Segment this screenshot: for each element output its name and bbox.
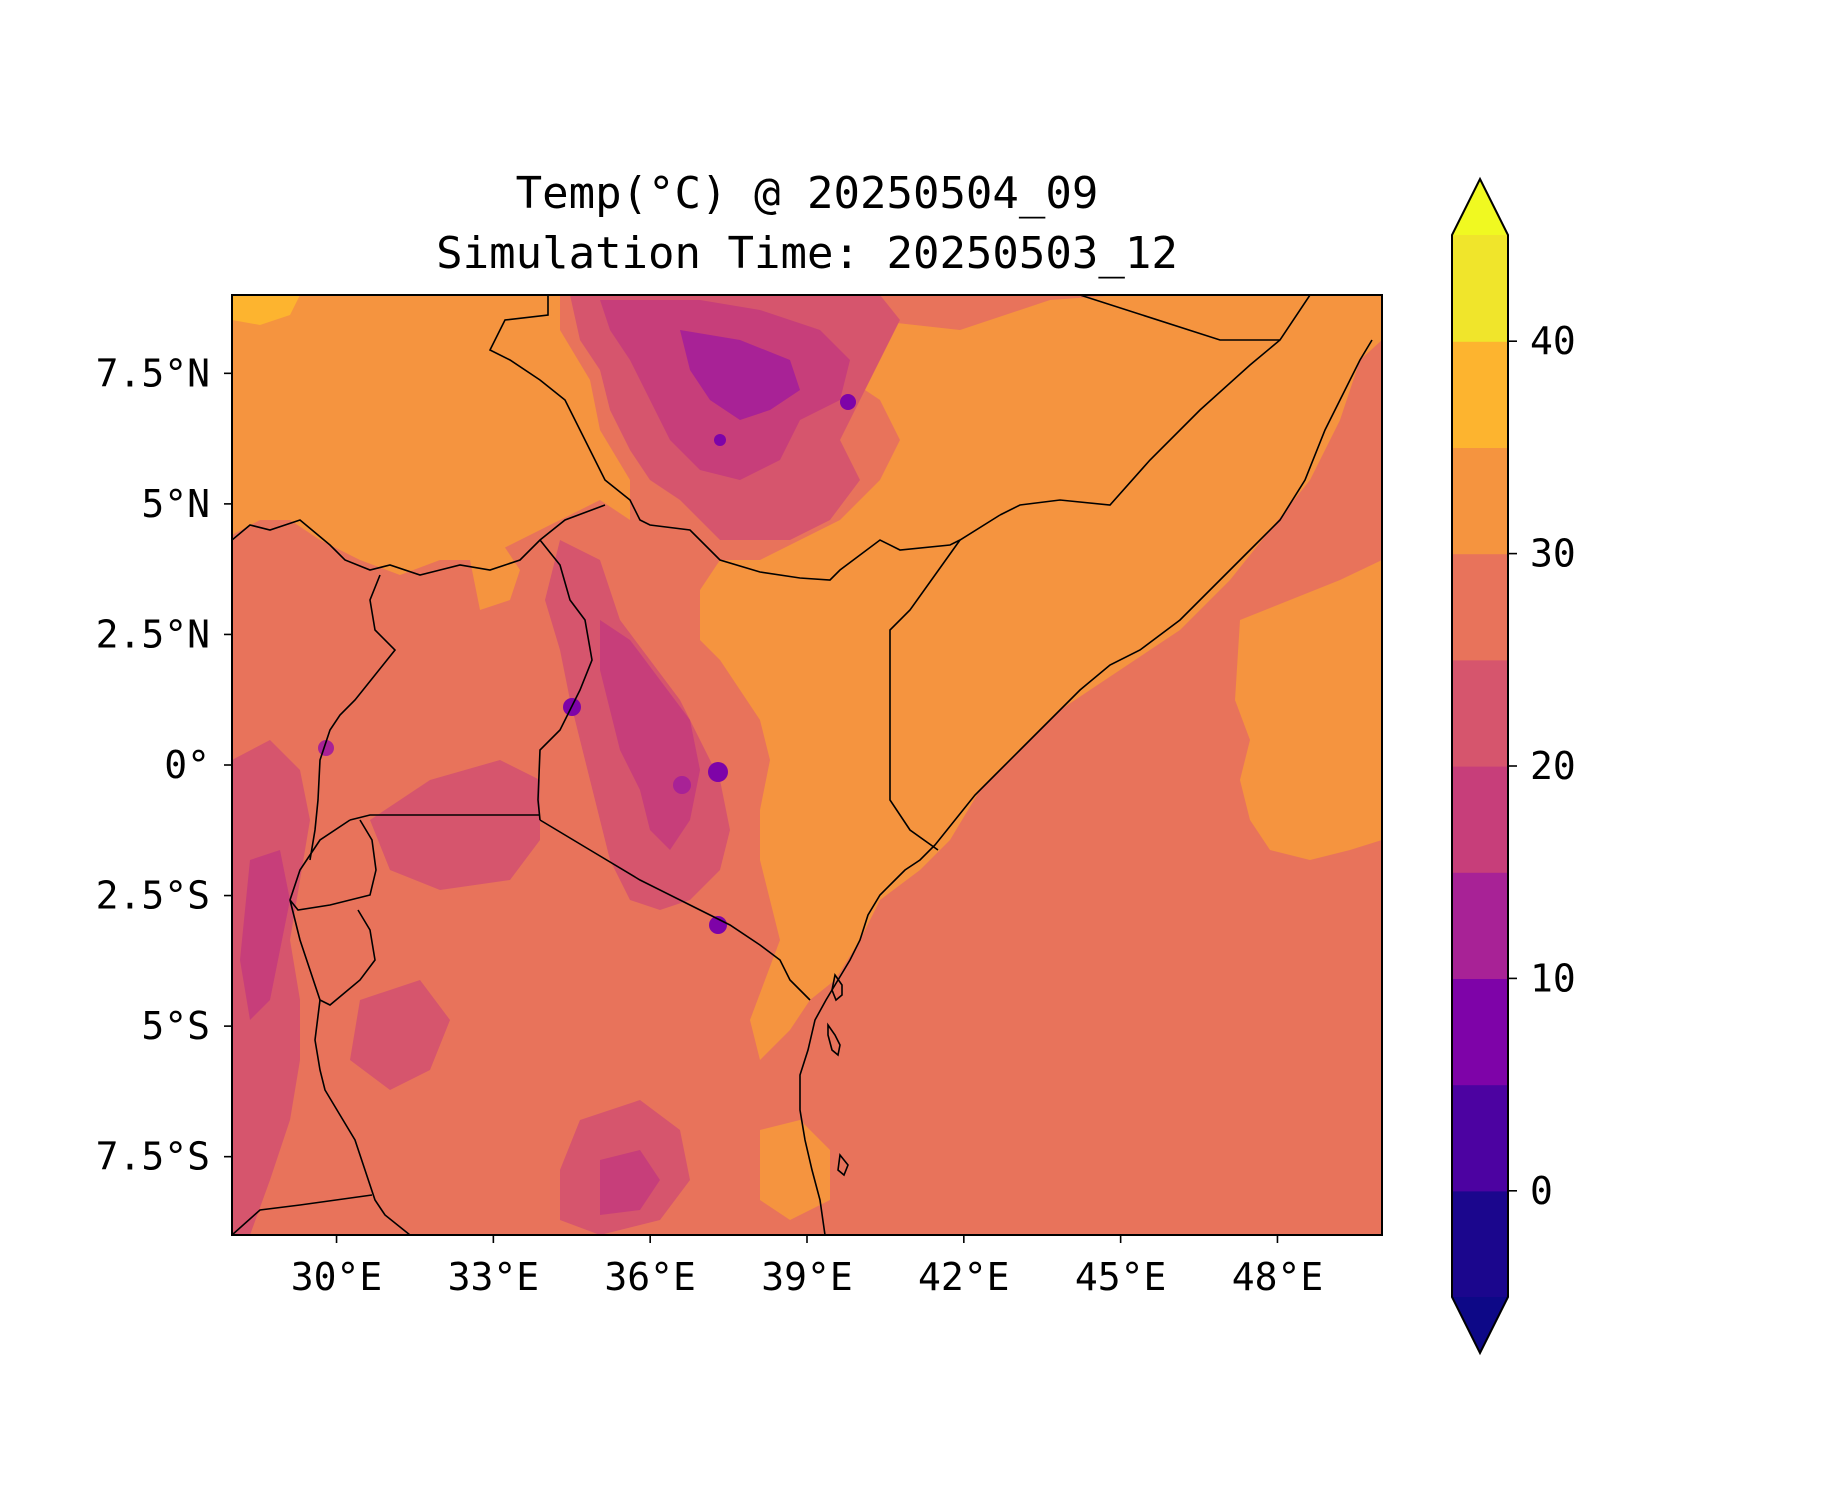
x-tick-label: 30°E bbox=[291, 1255, 383, 1299]
colorbar: 0 10 20 30 40 bbox=[1451, 176, 1576, 1356]
border-ethiopia-somalia bbox=[999, 295, 1311, 516]
x-tick-label: 33°E bbox=[448, 1255, 540, 1299]
region-hotter-spot bbox=[232, 295, 300, 325]
x-tick-label: 48°E bbox=[1232, 1255, 1324, 1299]
colorbar-tick-label: 40 bbox=[1530, 319, 1576, 363]
region-kenya-cold bbox=[600, 620, 700, 850]
border-sudan-ethiopia bbox=[488, 295, 1001, 581]
x-axis: 30°E 33°E 36°E 39°E 42°E 45°E 48°E bbox=[291, 1235, 1323, 1299]
colorbar-segment bbox=[1452, 447, 1508, 555]
border-south-sudan-kenya-uganda bbox=[232, 504, 606, 576]
y-tick-label: 5°N bbox=[141, 482, 210, 526]
colorbar-segment bbox=[1452, 1190, 1508, 1298]
border-tanzania-zambia bbox=[232, 1194, 373, 1235]
region-ethiopia-colder bbox=[680, 330, 800, 420]
region-southern-highlands-cold bbox=[600, 1150, 660, 1215]
colorbar-extend-min bbox=[1452, 1297, 1508, 1353]
spot-ethiopia-coldest-2 bbox=[714, 434, 726, 446]
x-tick-label: 36°E bbox=[604, 1255, 696, 1299]
border-rwanda-burundi bbox=[289, 819, 377, 1006]
colorbar-segment bbox=[1452, 978, 1508, 1086]
colorbar-tick-label: 30 bbox=[1530, 532, 1576, 576]
map-title: Temp(°C) @ 20250504_09 bbox=[515, 168, 1099, 219]
y-tick-label: 7.5°N bbox=[96, 351, 210, 395]
region-ocean-hot bbox=[1235, 560, 1382, 860]
border-kenya-uganda bbox=[537, 539, 593, 821]
region-tanzania-hot bbox=[470, 540, 520, 610]
island-zanzibar bbox=[827, 1022, 841, 1057]
temperature-field bbox=[232, 295, 1382, 1235]
border-kenya-somalia bbox=[889, 539, 961, 851]
spot-ethiopia-coldest bbox=[840, 394, 856, 410]
colorbar-tick-label: 0 bbox=[1530, 1169, 1553, 1213]
border-uganda-tanzania bbox=[349, 814, 540, 821]
colorbar-extend-max bbox=[1452, 179, 1508, 235]
x-tick-label: 39°E bbox=[761, 1255, 853, 1299]
region-western-rift-cold bbox=[240, 850, 290, 1020]
spot-mt-kenya bbox=[708, 762, 728, 782]
border-djibouti bbox=[1079, 295, 1280, 341]
y-tick-label: 0° bbox=[164, 743, 210, 787]
island-mafia bbox=[837, 1153, 849, 1177]
region-tanzania-central bbox=[350, 980, 450, 1090]
colorbar-segment bbox=[1452, 766, 1508, 873]
y-tick-label: 2.5°N bbox=[96, 612, 210, 656]
region-victoria-basin bbox=[370, 760, 540, 890]
border-kenya-tanzania bbox=[539, 819, 811, 1001]
y-axis: 7.5°N 5°N 2.5°N 0° 2.5°S 5°S 7.5°S bbox=[96, 351, 232, 1179]
x-tick-label: 45°E bbox=[1075, 1255, 1167, 1299]
country-borders bbox=[232, 295, 1373, 1235]
border-tanzania-drc bbox=[314, 999, 411, 1235]
island-pemba bbox=[831, 973, 843, 1002]
colorbar-segment bbox=[1452, 659, 1508, 767]
colorbar-segment bbox=[1452, 553, 1508, 661]
colorbar-segment bbox=[1452, 235, 1508, 342]
colorbar-tick-label: 10 bbox=[1530, 956, 1576, 1000]
colorbar-tick-label: 20 bbox=[1530, 744, 1576, 788]
colorbar-segment bbox=[1452, 872, 1508, 979]
border-uganda-drc bbox=[309, 574, 397, 861]
y-tick-label: 7.5°S bbox=[96, 1135, 210, 1179]
spot-aberdares bbox=[673, 776, 691, 794]
region-ethiopia-somalia-hot bbox=[700, 295, 1382, 1060]
y-tick-label: 2.5°S bbox=[96, 874, 210, 918]
x-tick-label: 42°E bbox=[918, 1255, 1010, 1299]
y-tick-label: 5°S bbox=[141, 1004, 210, 1048]
coastline bbox=[799, 339, 1373, 1235]
colorbar-outline bbox=[1451, 176, 1509, 1356]
region-north-hot bbox=[232, 295, 630, 575]
region-coast-hot bbox=[760, 1120, 830, 1220]
map-subtitle: Simulation Time: 20250503_12 bbox=[436, 228, 1178, 279]
colorbar-segment bbox=[1452, 1084, 1508, 1192]
colorbar-segment bbox=[1452, 341, 1508, 448]
